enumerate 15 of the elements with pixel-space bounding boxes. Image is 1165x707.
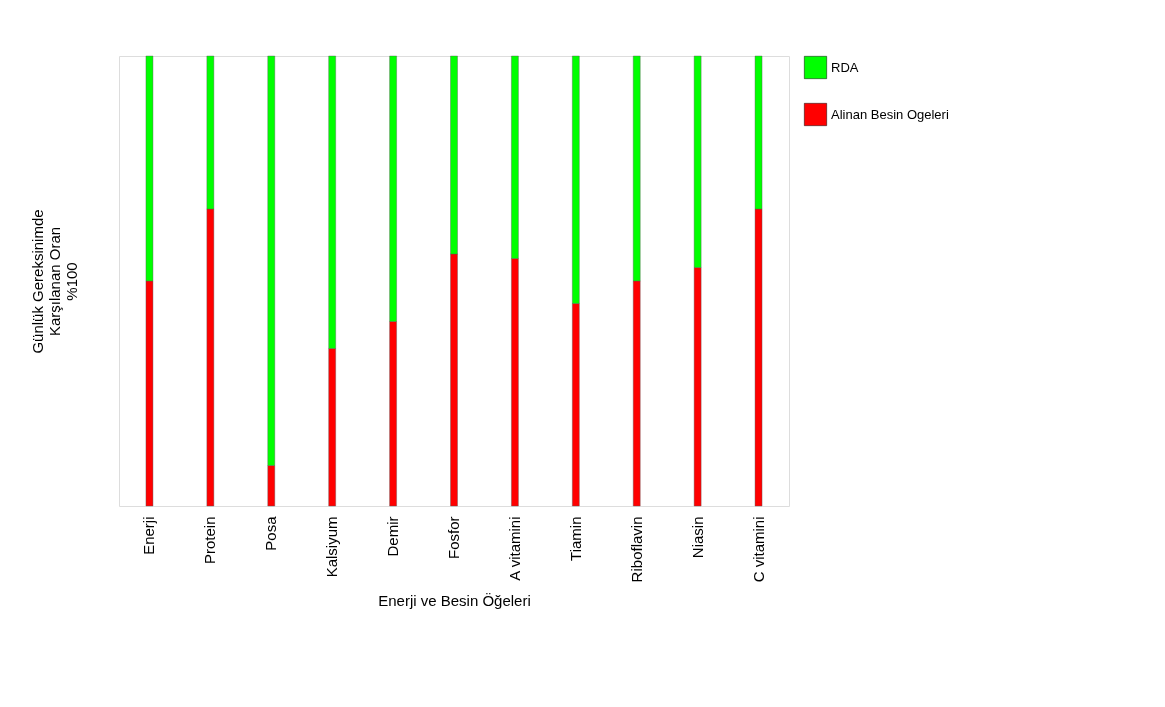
x-tick-label: A vitamini: [505, 516, 523, 581]
x-tick-label: Enerji: [140, 516, 158, 555]
x-tick-label: Tiamin: [566, 516, 584, 561]
legend-label: RDA: [831, 59, 859, 75]
x-axis-title: Enerji ve Besin Öğeleri: [378, 592, 531, 610]
legend-label: Alinan Besin Ogeleri: [831, 106, 949, 122]
x-tick-label: Protein: [201, 516, 219, 565]
x-tick-label: Niasin: [688, 516, 706, 559]
x-tick-label: C vitamini: [749, 516, 767, 583]
x-tick-label: Kalsiyum: [323, 516, 341, 578]
x-tick-label: Riboflavin: [627, 516, 645, 583]
x-tick-label: Demir: [384, 516, 402, 557]
x-tick-label: Posa: [262, 515, 280, 551]
x-tick-label: Fosfor: [445, 516, 462, 560]
y-axis-title: Günlük Gereksinimde Karşılanan Oran %100: [28, 209, 80, 354]
